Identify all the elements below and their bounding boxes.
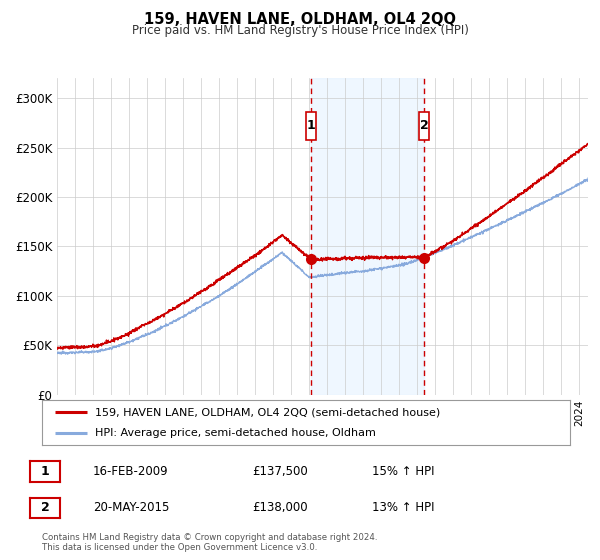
FancyBboxPatch shape [306, 112, 316, 139]
Text: 15% ↑ HPI: 15% ↑ HPI [372, 465, 434, 478]
Text: £137,500: £137,500 [252, 465, 308, 478]
Text: Price paid vs. HM Land Registry's House Price Index (HPI): Price paid vs. HM Land Registry's House … [131, 24, 469, 36]
Bar [311, 78, 424, 395]
Text: Contains HM Land Registry data © Crown copyright and database right 2024.: Contains HM Land Registry data © Crown c… [42, 533, 377, 542]
Text: 13% ↑ HPI: 13% ↑ HPI [372, 501, 434, 515]
Text: £138,000: £138,000 [252, 501, 308, 515]
Text: 2: 2 [419, 119, 428, 132]
Text: 1: 1 [307, 119, 316, 132]
FancyBboxPatch shape [419, 112, 429, 139]
Text: 159, HAVEN LANE, OLDHAM, OL4 2QQ: 159, HAVEN LANE, OLDHAM, OL4 2QQ [144, 12, 456, 27]
Text: 159, HAVEN LANE, OLDHAM, OL4 2QQ (semi-detached house): 159, HAVEN LANE, OLDHAM, OL4 2QQ (semi-d… [95, 408, 440, 418]
Text: This data is licensed under the Open Government Licence v3.0.: This data is licensed under the Open Gov… [42, 543, 317, 552]
Text: 16-FEB-2009: 16-FEB-2009 [93, 465, 169, 478]
Text: 2: 2 [41, 501, 49, 515]
Text: HPI: Average price, semi-detached house, Oldham: HPI: Average price, semi-detached house,… [95, 428, 376, 438]
Text: 20-MAY-2015: 20-MAY-2015 [93, 501, 169, 515]
Text: 1: 1 [41, 465, 49, 478]
